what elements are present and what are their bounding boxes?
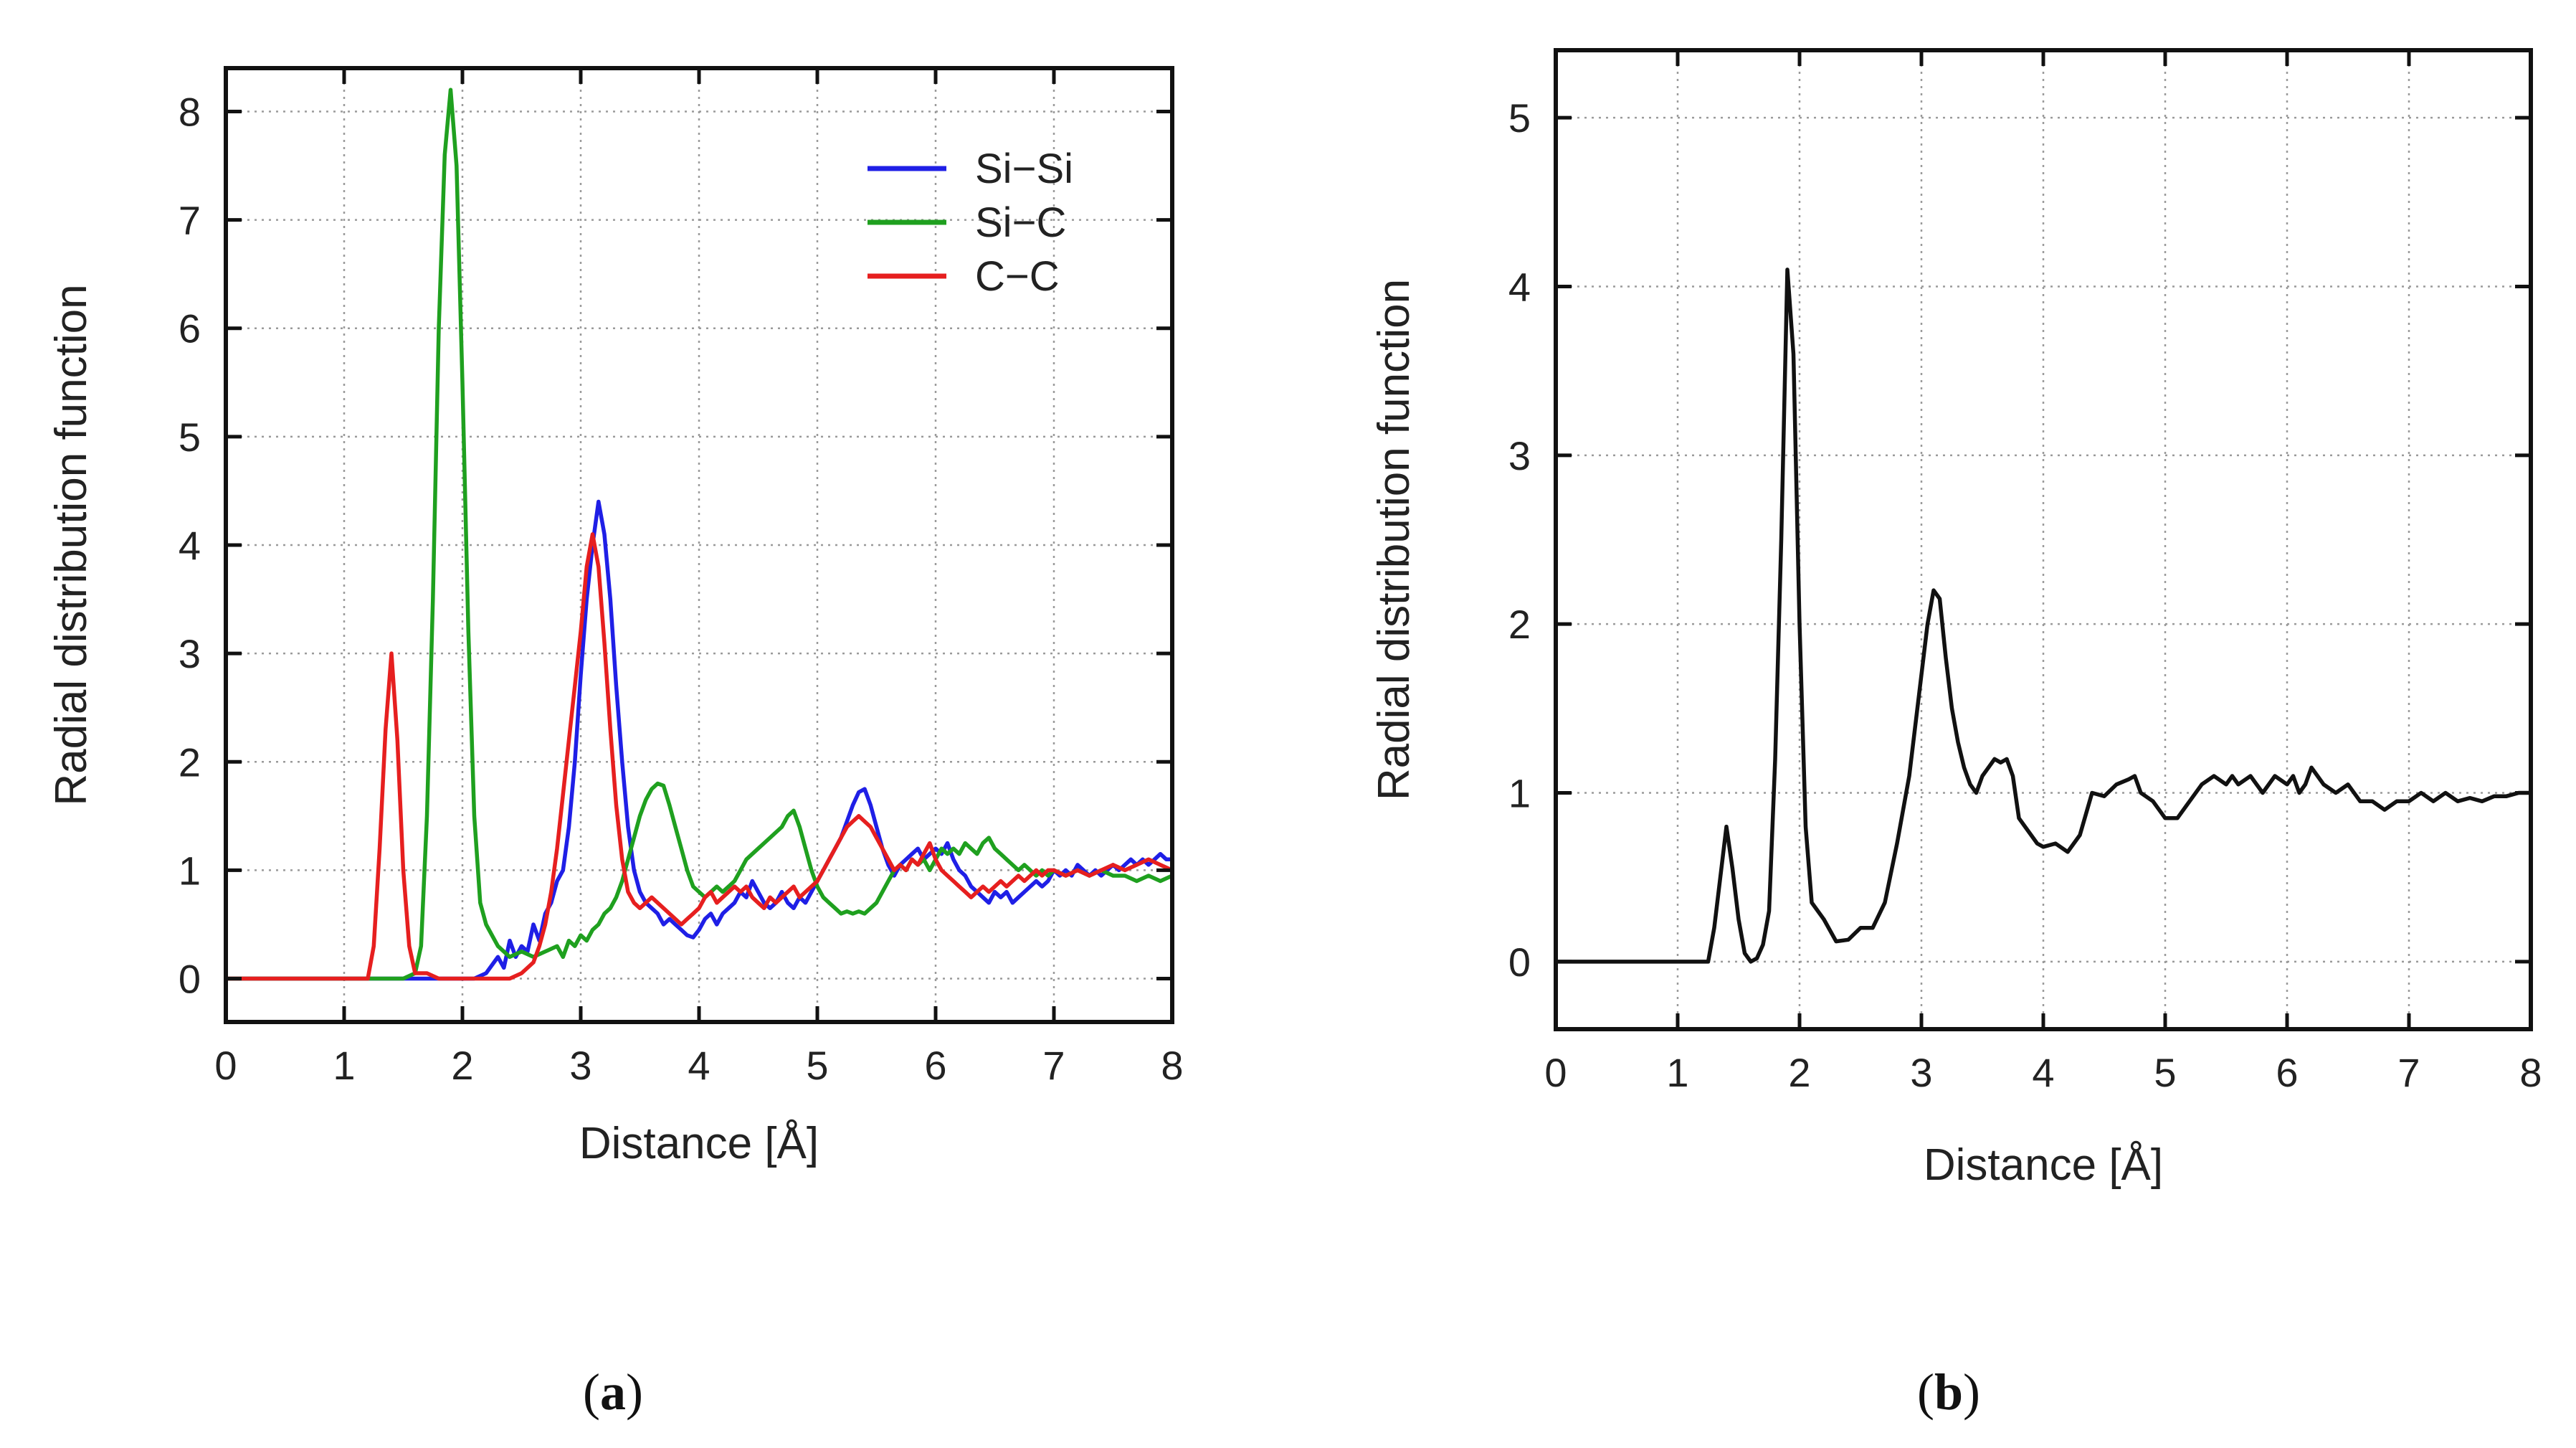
x-tick-label: 1 <box>1666 1050 1688 1095</box>
panel-a-y-axis-title: Radial distribution function <box>47 284 96 805</box>
y-tick-label: 1 <box>179 848 201 893</box>
y-tick-label: 0 <box>1508 940 1531 985</box>
x-tick-label: 5 <box>806 1043 828 1088</box>
series-line-1 <box>1556 268 2531 964</box>
panel-b-x-axis-title: Distance [Å] <box>1924 1140 2163 1190</box>
x-tick-label: 3 <box>569 1043 591 1088</box>
caption-b-close: ) <box>1963 1363 1980 1421</box>
x-tick-label: 4 <box>2032 1050 2054 1095</box>
caption-b-letter: b <box>1934 1363 1963 1421</box>
y-tick-label: 7 <box>179 198 201 243</box>
panel-b-y-axis-title: Radial distribution function <box>1369 279 1419 800</box>
y-tick-label: 4 <box>179 523 201 568</box>
x-tick-label: 5 <box>2154 1050 2176 1095</box>
series-line-2 <box>226 87 1174 981</box>
legend-label-1: Si−Si <box>975 146 1073 192</box>
y-tick-label: 3 <box>1508 433 1531 478</box>
y-tick-label: 5 <box>179 415 201 460</box>
y-tick-label: 0 <box>179 957 201 1002</box>
y-tick-label: 2 <box>179 739 201 785</box>
x-tick-label: 0 <box>214 1043 237 1088</box>
x-tick-label: 6 <box>2276 1050 2298 1095</box>
x-tick-label: 3 <box>1910 1050 1932 1095</box>
y-tick-label: 6 <box>179 306 201 351</box>
y-tick-label: 1 <box>1508 771 1531 816</box>
x-tick-label: 4 <box>688 1043 710 1088</box>
caption-a-open: ( <box>583 1363 600 1421</box>
caption-a-close: ) <box>626 1363 643 1421</box>
y-tick-label: 4 <box>1508 264 1531 309</box>
panel-b-chart: 0 1 2 3 4 5 6 7 8 0 1 2 3 4 5 Distance [Å] Radial dist… <box>1369 48 2542 1190</box>
x-tick-label: 0 <box>1544 1050 1567 1095</box>
x-tick-label: 2 <box>451 1043 473 1088</box>
x-tick-label: 1 <box>333 1043 355 1088</box>
y-tick-label: 8 <box>179 89 201 134</box>
panel-a-x-axis-title: Distance [Å] <box>579 1119 819 1168</box>
legend-label-3: C−C <box>975 253 1060 300</box>
caption-a-letter: a <box>600 1363 626 1421</box>
panel-a-ticks: 0 1 2 3 4 5 6 7 8 0 1 2 3 4 5 6 7 8 <box>179 68 1184 1088</box>
caption-a: (a) <box>583 1363 643 1421</box>
panel-b-ticks: 0 1 2 3 4 5 6 7 8 0 1 2 3 4 5 <box>1508 50 2542 1095</box>
panel-b-grid <box>1556 50 2531 1029</box>
panel-a-grid <box>226 68 1172 1022</box>
y-tick-label: 2 <box>1508 602 1531 647</box>
x-tick-label: 7 <box>2397 1050 2420 1095</box>
panel-a-chart: 0 1 2 3 4 5 6 7 8 0 1 2 3 4 5 6 7 8 Distance [Å] Radial d… <box>47 66 1184 1168</box>
x-tick-label: 2 <box>1788 1050 1810 1095</box>
x-tick-label: 7 <box>1042 1043 1065 1088</box>
legend-label-2: Si−C <box>975 199 1066 246</box>
x-tick-label: 6 <box>924 1043 946 1088</box>
panel-a-series <box>226 87 1174 981</box>
caption-b-open: ( <box>1917 1363 1934 1421</box>
panel-b-series <box>1556 268 2531 964</box>
series-line-3 <box>226 532 1174 981</box>
caption-b: (b) <box>1917 1363 1980 1421</box>
y-tick-label: 3 <box>179 631 201 676</box>
x-tick-label: 8 <box>1161 1043 1183 1088</box>
y-tick-label: 5 <box>1508 95 1531 141</box>
x-tick-label: 8 <box>2519 1050 2542 1095</box>
panel-a-legend: Si−Si Si−C C−C <box>868 146 1073 300</box>
